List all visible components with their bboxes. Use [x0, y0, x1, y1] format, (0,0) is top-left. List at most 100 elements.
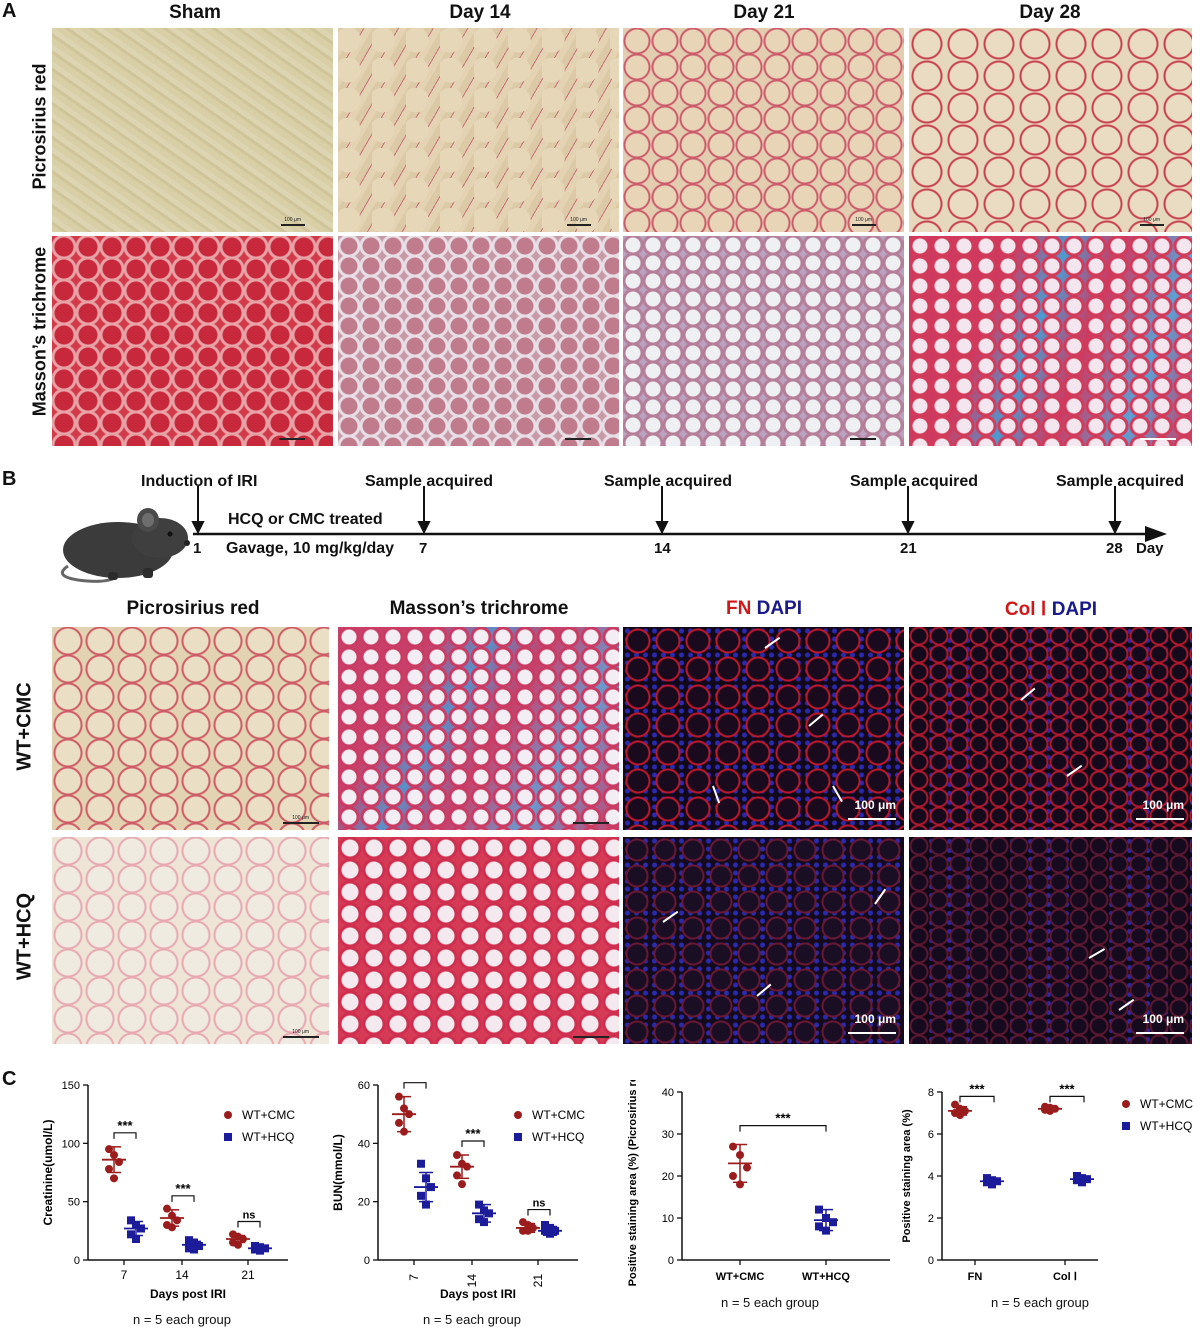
timeline-tick-21: 21	[900, 540, 917, 557]
significance-bracket	[113, 1132, 137, 1139]
micrograph-sham-picrosirius: 100 μm	[52, 28, 333, 232]
micrograph-cmc-masson	[338, 627, 619, 830]
fn-marker: FN	[725, 598, 752, 619]
y-tick-label: 40	[662, 1087, 674, 1099]
timeline-gavage-label: Gavage, 10 mg/kg/day	[226, 540, 395, 557]
timeline-tick-28: 28	[1106, 540, 1123, 557]
arrow-indicator	[1020, 687, 1036, 701]
timeline-sample-28: Sample acquired	[1056, 473, 1185, 490]
timeline-sample-14: Sample acquired	[604, 473, 733, 490]
legend-label: WT+HCQ	[1140, 1119, 1192, 1133]
scale-label: 100 μm	[570, 217, 587, 223]
y-axis-title: Positive staining area (%) (Picrosirius …	[627, 1080, 639, 1286]
chart-bun: 0 20 40 60 7 14 21 *** *** ns Days post IRI BUN(mmo…	[331, 1080, 585, 1301]
significance-bracket	[461, 1140, 485, 1147]
data-point	[983, 1174, 991, 1183]
data-point	[185, 1236, 193, 1245]
panel-b-label: B	[2, 468, 17, 490]
significance-label: ns	[533, 1198, 546, 1210]
col-head-day28: Day 28	[1019, 2, 1081, 23]
col-head-day21: Day 21	[733, 2, 795, 23]
if-scale-label: 100 μm	[854, 1012, 896, 1026]
data-point	[514, 1111, 522, 1119]
data-point	[417, 1159, 425, 1168]
b-row-head-wt-hcq: WT+HCQ	[13, 892, 36, 981]
data-point	[422, 1200, 430, 1209]
y-tick-label: 40	[358, 1138, 370, 1150]
x-tick-label: 21	[241, 1268, 255, 1282]
b-row-head-wt-cmc: WT+CMC	[13, 682, 36, 771]
y-axis-title: Creatinine(umol/L)	[41, 1119, 55, 1225]
arrow-indicator	[874, 888, 887, 905]
y-tick-label: 2	[928, 1213, 934, 1225]
micrograph-sham-masson	[52, 236, 333, 446]
footnote-chart2: n = 5 each group	[423, 1312, 521, 1327]
scale-label: 100 μm	[1143, 217, 1160, 223]
significance-bracket	[237, 1220, 261, 1228]
y-tick-label: 150	[62, 1080, 80, 1092]
significance-bracket	[403, 1082, 427, 1089]
dapi-marker: DAPI	[1051, 599, 1098, 620]
x-tick-label: 7	[121, 1268, 128, 1282]
y-tick-label: 20	[662, 1171, 674, 1183]
data-point	[743, 1163, 751, 1172]
data-point	[224, 1133, 232, 1141]
row-head-masson: Masson’s trichrome	[29, 246, 50, 417]
significance-label: ***	[775, 1111, 791, 1126]
b-col-head-fn-dapi: FN DAPI	[623, 598, 905, 620]
y-tick-label: 20	[358, 1197, 370, 1209]
arrow-indicator	[764, 636, 781, 649]
data-point	[105, 1165, 113, 1173]
data-point	[1122, 1100, 1130, 1108]
data-point	[829, 1218, 837, 1227]
b-col-head-picrosirius: Picrosirius red	[126, 598, 260, 619]
legend-label: WT+HCQ	[242, 1130, 294, 1144]
row-head-picrosirius: Picrosirius red	[29, 63, 50, 190]
scale-label: 100 μm	[284, 217, 301, 223]
arrow-indicator	[1088, 948, 1106, 959]
timeline-tick-1: 1	[193, 540, 202, 557]
footnote-chart1: n = 5 each group	[133, 1312, 231, 1327]
scale-label: 100 μm	[292, 1029, 309, 1035]
chart-if-area: 0 2 4 6 8 FN Col Ⅰ *** *** Positive staining area…	[901, 1081, 1193, 1283]
micrograph-day28-picrosirius: 100 μm	[909, 28, 1192, 232]
timeline-induction-label: Induction of IRI	[141, 473, 258, 490]
micrograph-hcq-col: 100 μm	[909, 837, 1192, 1044]
y-tick-label: 0	[668, 1255, 674, 1267]
y-tick-label: 8	[928, 1087, 934, 1099]
y-tick-label: 0	[74, 1255, 80, 1267]
arrow-indicator	[712, 785, 721, 804]
if-scale-label: 100 μm	[854, 798, 896, 812]
data-point	[1122, 1122, 1130, 1130]
col-head-sham: Sham	[169, 2, 221, 23]
data-point	[1073, 1176, 1081, 1185]
data-point	[988, 1180, 996, 1189]
timeline-tick-7: 7	[419, 540, 428, 557]
legend-label: WT+CMC	[242, 1108, 295, 1122]
data-point	[127, 1230, 135, 1239]
data-point	[983, 1178, 991, 1187]
micrograph-cmc-fn: 100 μm	[623, 627, 904, 830]
y-tick-label: 50	[68, 1197, 80, 1209]
scale-label: 100 μm	[292, 815, 309, 821]
data-point	[453, 1171, 461, 1180]
significance-label: ***	[407, 1080, 423, 1083]
significance-label: ***	[117, 1118, 133, 1133]
timeline-unit: Day	[1136, 540, 1164, 557]
micrograph-day14-picrosirius: 100 μm	[338, 28, 619, 232]
b-col-head-masson: Masson’s trichrome	[389, 598, 569, 619]
significance-label: ***	[969, 1081, 985, 1096]
panel-a-label: A	[2, 0, 17, 22]
micrograph-day21-masson	[623, 236, 904, 446]
legend-label: WT+CMC	[532, 1108, 585, 1122]
data-point	[190, 1245, 198, 1254]
data-point	[541, 1221, 549, 1229]
timeline-sample-7: Sample acquired	[365, 473, 494, 490]
significance-label: ***	[175, 1181, 191, 1196]
significance-label: ***	[465, 1126, 481, 1141]
micrograph-hcq-picrosirius: 100 μm	[52, 837, 329, 1044]
significance-bracket	[527, 1208, 551, 1216]
micrograph-hcq-masson	[338, 837, 619, 1044]
data-point	[224, 1111, 232, 1119]
data-point	[417, 1191, 425, 1200]
